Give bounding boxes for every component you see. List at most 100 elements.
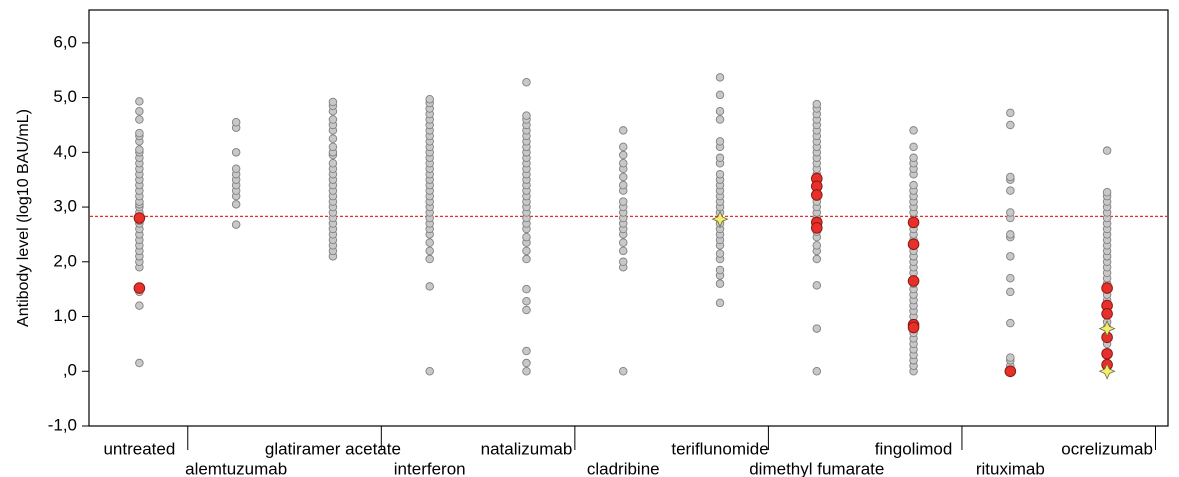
highlight-point xyxy=(1004,365,1017,378)
y-tick-label: 4,0 xyxy=(53,142,77,161)
data-point xyxy=(1102,146,1112,155)
data-point xyxy=(425,367,434,376)
x-category-label: ocrelizumab xyxy=(1061,439,1153,458)
y-tick-label: ,0 xyxy=(63,361,77,380)
data-point xyxy=(618,159,628,168)
data-point xyxy=(618,180,628,190)
data-point xyxy=(1006,287,1015,297)
data-point xyxy=(135,358,144,368)
data-point xyxy=(522,78,531,87)
data-point xyxy=(522,284,531,294)
data-point xyxy=(135,128,144,138)
data-point xyxy=(1006,353,1015,362)
highlight-point xyxy=(133,282,146,294)
data-point xyxy=(812,367,822,376)
y-axis-title: Antibody level (log10 BAU/mL) xyxy=(15,109,32,327)
y-tick-label: 5,0 xyxy=(53,87,77,106)
data-point xyxy=(1006,208,1015,217)
data-point xyxy=(1006,273,1015,283)
data-point xyxy=(812,254,822,264)
x-category-label: interferon xyxy=(394,459,466,477)
highlight-point xyxy=(1101,282,1113,294)
data-point xyxy=(715,73,725,82)
data-point xyxy=(1006,120,1015,130)
x-category-label: glatiramer acetate xyxy=(265,439,401,458)
data-point xyxy=(522,246,531,256)
data-point xyxy=(135,301,144,310)
highlight-point xyxy=(907,275,920,287)
highlight-point xyxy=(1101,307,1113,320)
data-point xyxy=(618,246,628,256)
y-tick-label: 2,0 xyxy=(53,251,77,270)
data-point xyxy=(425,238,434,247)
x-category-label: alemtuzumab xyxy=(185,459,287,477)
highlight-point xyxy=(907,238,920,251)
data-point xyxy=(909,153,918,163)
data-point xyxy=(1006,172,1015,182)
data-point xyxy=(1006,252,1015,261)
data-point xyxy=(715,249,725,258)
data-point xyxy=(328,159,338,168)
data-point xyxy=(522,296,531,306)
data-point xyxy=(618,126,628,135)
x-category-label: natalizumab xyxy=(481,439,573,458)
star-point xyxy=(1098,362,1116,380)
data-point xyxy=(425,246,434,256)
data-point xyxy=(328,97,338,107)
x-category-label: fingolimod xyxy=(875,439,953,458)
data-point xyxy=(715,137,725,146)
y-tick-label: 3,0 xyxy=(53,197,77,216)
star-point xyxy=(1098,320,1116,338)
data-point xyxy=(812,99,822,109)
data-point xyxy=(231,220,241,229)
x-category-label: teriflunomide xyxy=(671,439,768,458)
data-point xyxy=(522,358,531,368)
y-axis-title-group: Antibody level (log10 BAU/mL) xyxy=(15,109,32,327)
x-category-label: dimethyl fumarate xyxy=(749,459,884,477)
data-point xyxy=(135,115,144,124)
data-point xyxy=(1006,230,1015,239)
data-point xyxy=(135,107,144,116)
data-point xyxy=(618,197,628,206)
y-tick-label: 6,0 xyxy=(53,32,77,51)
highlight-point xyxy=(1101,347,1113,360)
data-point xyxy=(425,282,434,291)
data-point xyxy=(1006,108,1015,118)
y-tick-label: -1,0 xyxy=(48,415,77,434)
data-point xyxy=(231,164,241,173)
data-point xyxy=(715,298,725,308)
data-point xyxy=(812,324,822,333)
x-category-label: untreated xyxy=(103,439,175,458)
data-point xyxy=(618,367,628,376)
data-point xyxy=(909,142,918,152)
data-point xyxy=(231,148,241,157)
highlight-point xyxy=(810,222,823,234)
x-category-label: rituximab xyxy=(976,459,1045,477)
data-point xyxy=(1006,318,1015,328)
data-point xyxy=(715,115,725,124)
data-point xyxy=(812,281,822,290)
data-point xyxy=(618,238,628,247)
highlight-point xyxy=(133,212,146,224)
data-point xyxy=(425,94,434,104)
data-point xyxy=(715,279,725,288)
data-point xyxy=(231,117,241,127)
data-point xyxy=(328,142,338,152)
data-point xyxy=(909,180,918,190)
plot-frame xyxy=(88,9,1169,427)
data-point xyxy=(135,145,144,154)
data-point xyxy=(425,254,434,264)
data-point xyxy=(522,232,531,242)
data-point xyxy=(135,97,144,106)
star-point xyxy=(711,210,729,228)
y-tick-label: 1,0 xyxy=(53,306,77,325)
highlight-point xyxy=(907,321,920,334)
data-point xyxy=(715,153,725,163)
data-point xyxy=(522,254,531,264)
data-point xyxy=(328,115,338,124)
data-point xyxy=(1102,188,1112,197)
data-point xyxy=(522,367,531,376)
x-category-label: cladribine xyxy=(587,459,660,477)
data-point xyxy=(231,200,241,209)
